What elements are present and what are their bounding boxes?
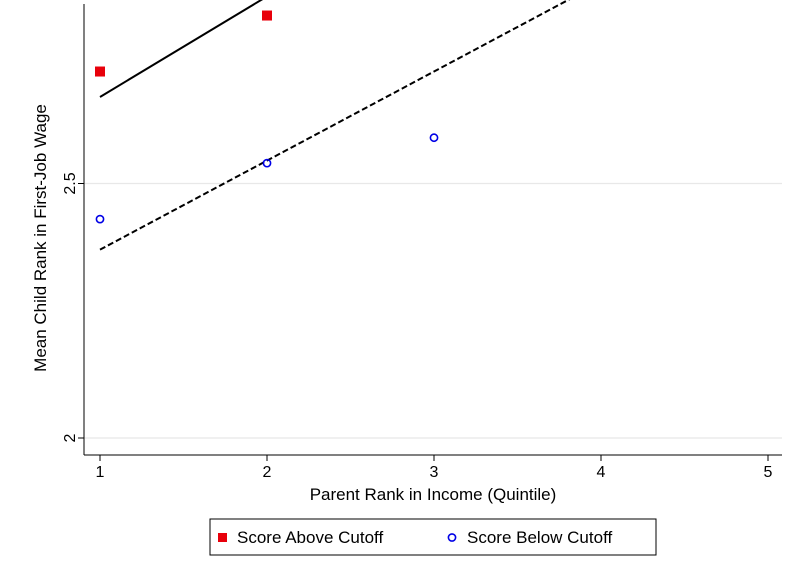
data-points xyxy=(95,10,439,224)
point-score-above-1 xyxy=(95,66,105,77)
point-score-below-1 xyxy=(95,214,105,224)
x-tick-label-3: 4 xyxy=(597,464,606,481)
x-tick-label-2: 3 xyxy=(430,464,439,481)
x-tick-label-1: 2 xyxy=(263,464,272,481)
x-tick-label-0: 1 xyxy=(96,464,105,481)
y-tick-label-0: 2 xyxy=(62,433,79,442)
legend-label-score-below: Score Below Cutoff xyxy=(467,528,612,547)
y-axis-title: Mean Child Rank in First-Job Wage xyxy=(31,104,50,372)
legend-box xyxy=(209,518,657,556)
fit-lines xyxy=(99,0,571,251)
legend: Score Above Cutoff Score Below Cutoff xyxy=(209,518,657,556)
x-tick-label-4: 5 xyxy=(764,464,773,481)
fit-line-score-below xyxy=(99,0,571,251)
fit-line-score-above xyxy=(99,0,264,98)
point-score-above-2 xyxy=(262,10,272,21)
point-score-below-2 xyxy=(262,158,272,168)
legend-marker-score-below xyxy=(447,533,457,542)
gridlines xyxy=(84,182,782,439)
point-score-below-3 xyxy=(429,133,439,143)
x-axis-title: Parent Rank in Income (Quintile) xyxy=(310,485,557,504)
y-tick-label-1: 2.5 xyxy=(62,172,79,194)
legend-label-score-above: Score Above Cutoff xyxy=(237,528,383,547)
legend-marker-score-above xyxy=(218,533,227,542)
axes xyxy=(78,4,782,461)
